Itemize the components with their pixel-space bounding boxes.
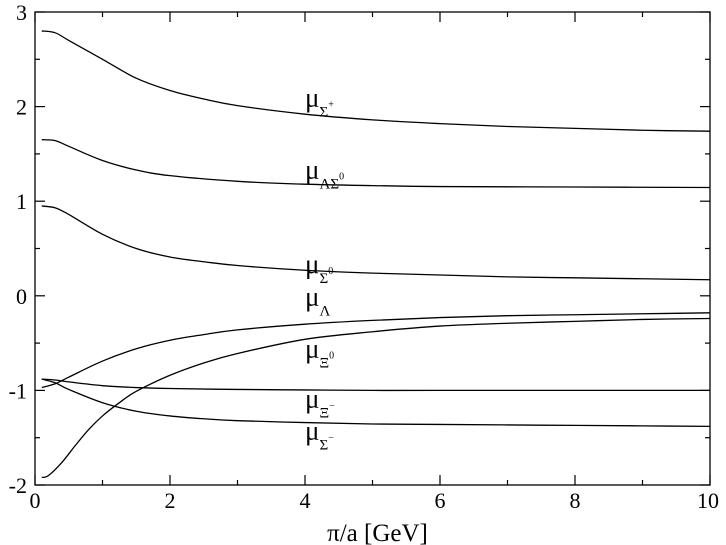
x-tick-label: 8 bbox=[570, 488, 581, 513]
series-line bbox=[41, 378, 710, 392]
x-axis-title: π/a [GeV] bbox=[327, 520, 428, 545]
series-label: μΛΣ0 bbox=[305, 154, 344, 192]
series-label: μΞ0 bbox=[305, 333, 334, 371]
series-line bbox=[41, 205, 711, 281]
y-tick-label: 1 bbox=[16, 189, 27, 214]
series-line bbox=[41, 312, 711, 389]
series-lines bbox=[41, 30, 711, 479]
series-line bbox=[41, 139, 711, 189]
x-tick-label: 2 bbox=[165, 488, 176, 513]
series-label: μΞ− bbox=[305, 383, 335, 421]
y-tick-label: 2 bbox=[16, 95, 27, 120]
axis-ticks bbox=[34, 11, 711, 486]
y-tick-label: 0 bbox=[16, 284, 27, 309]
series-line bbox=[41, 30, 711, 132]
series-label: μΣ+ bbox=[305, 83, 334, 121]
series-label: μΛ bbox=[305, 281, 330, 319]
y-tick-label: 3 bbox=[16, 0, 27, 25]
series-line bbox=[41, 378, 711, 427]
x-tick-label: 4 bbox=[300, 488, 311, 513]
series-label: μΣ− bbox=[305, 416, 334, 454]
axis-tick-labels: 0 2 4 6 8 10 -2 -1 0 1 2 3 bbox=[9, 0, 719, 513]
x-tick-label: 0 bbox=[30, 488, 41, 513]
series-line bbox=[41, 317, 711, 479]
series-label: μΣ0 bbox=[305, 249, 333, 287]
y-tick-label: -2 bbox=[9, 473, 27, 498]
y-tick-label: -1 bbox=[9, 378, 27, 403]
x-tick-label: 10 bbox=[697, 488, 719, 513]
x-tick-label: 6 bbox=[435, 488, 446, 513]
